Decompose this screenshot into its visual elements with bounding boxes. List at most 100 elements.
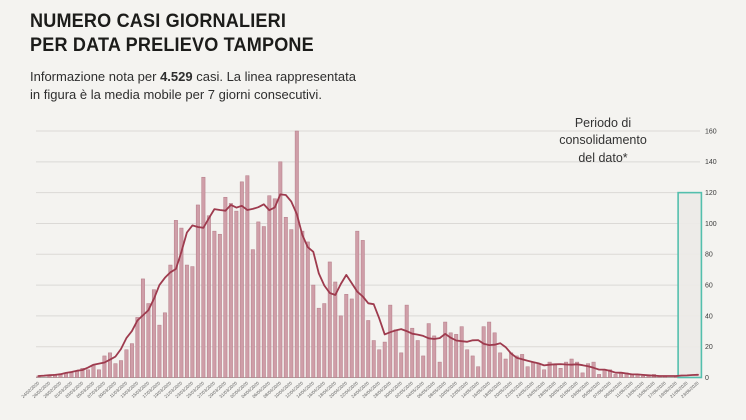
daily-cases-bar bbox=[228, 203, 233, 378]
daily-cases-bar bbox=[261, 226, 266, 378]
title-line-1: NUMERO CASI GIORNALIERI bbox=[30, 11, 287, 32]
page-title: NUMERO CASI GIORNALIERI PER DATA PRELIEV… bbox=[30, 10, 348, 59]
daily-cases-bar bbox=[278, 161, 283, 378]
chart-subtitle: Informazione nota per 4.529 casi. La lin… bbox=[30, 68, 365, 106]
daily-cases-bar bbox=[459, 326, 464, 378]
daily-cases-bar bbox=[355, 230, 360, 378]
bars-group bbox=[36, 130, 700, 378]
y-tick-label: 140 bbox=[705, 159, 717, 166]
daily-cases-bar bbox=[333, 281, 338, 378]
daily-cases-bar bbox=[591, 361, 596, 378]
daily-cases-bar bbox=[470, 355, 475, 378]
daily-cases-bar bbox=[250, 249, 255, 378]
daily-cases-bar bbox=[344, 294, 349, 378]
daily-cases-bar bbox=[234, 210, 239, 378]
daily-cases-bar bbox=[426, 323, 431, 378]
daily-cases-bar bbox=[322, 303, 327, 378]
consolidation-note-line-1: Periodo di bbox=[574, 116, 632, 130]
daily-cases-bar bbox=[151, 289, 156, 378]
daily-cases-bar bbox=[393, 329, 398, 378]
daily-cases-bar bbox=[487, 321, 492, 378]
daily-cases-bar bbox=[256, 221, 261, 378]
known-cases-total: 4.529 bbox=[160, 68, 193, 84]
subtitle-suffix: casi. La linea rappresentata in figura è… bbox=[30, 68, 356, 103]
daily-cases-bar bbox=[415, 340, 420, 378]
daily-cases-bar bbox=[201, 176, 206, 378]
daily-cases-bar bbox=[465, 349, 470, 378]
daily-cases-bar bbox=[118, 360, 123, 378]
daily-cases-bar bbox=[404, 304, 409, 378]
y-tick-label: 160 bbox=[705, 128, 717, 135]
daily-cases-bar bbox=[509, 352, 514, 378]
daily-cases-bar bbox=[124, 349, 129, 378]
subtitle-prefix: Informazione nota per bbox=[30, 68, 161, 84]
daily-cases-bar bbox=[437, 361, 442, 378]
y-tick-label: 100 bbox=[705, 221, 717, 228]
daily-cases-bar bbox=[366, 320, 371, 378]
y-tick-label: 0 bbox=[705, 375, 709, 382]
daily-cases-bar bbox=[536, 363, 541, 378]
daily-cases-bar bbox=[195, 204, 200, 378]
daily-cases-bar bbox=[525, 366, 530, 378]
daily-cases-bar bbox=[80, 368, 85, 378]
daily-cases-bar bbox=[168, 264, 173, 378]
daily-cases-bar bbox=[327, 261, 332, 378]
daily-cases-bar bbox=[217, 233, 222, 378]
daily-cases-bar bbox=[448, 332, 453, 378]
daily-cases-bar bbox=[245, 175, 250, 378]
y-axis-labels: 0 20 40 60 80 100 120 140 160 bbox=[705, 128, 717, 382]
daily-cases-bar bbox=[190, 266, 195, 378]
consolidation-note-line-2: consolidamento bbox=[559, 133, 647, 148]
daily-cases-bar bbox=[580, 372, 585, 378]
daily-cases-bar bbox=[641, 375, 645, 378]
daily-cases-bar bbox=[162, 312, 167, 378]
daily-cases-bar bbox=[360, 240, 365, 378]
daily-cases-bar bbox=[239, 181, 244, 378]
daily-cases-bar bbox=[602, 369, 607, 378]
daily-cases-bar bbox=[443, 321, 448, 378]
daily-cases-bar bbox=[316, 307, 321, 378]
daily-cases-bar bbox=[558, 368, 563, 378]
daily-cases-bar bbox=[267, 195, 272, 378]
moving-average-line bbox=[37, 193, 699, 377]
daily-cases-bar bbox=[294, 130, 299, 378]
y-tick-label: 20 bbox=[705, 344, 713, 351]
daily-cases-bar bbox=[179, 227, 184, 378]
daily-cases-bar bbox=[542, 369, 547, 378]
daily-cases-bar bbox=[492, 332, 497, 378]
daily-cases-bar bbox=[91, 364, 96, 378]
title-line-2: PER DATA PRELIEVO TAMPONE bbox=[30, 35, 314, 57]
daily-cases-bar bbox=[338, 315, 343, 378]
daily-cases-bar bbox=[157, 324, 162, 378]
daily-cases-bar bbox=[476, 366, 481, 378]
daily-cases-bar bbox=[146, 303, 151, 378]
daily-cases-bar bbox=[311, 284, 316, 378]
daily-cases-bar bbox=[421, 355, 426, 378]
daily-cases-bar bbox=[481, 326, 486, 378]
daily-cases-bar bbox=[305, 241, 310, 378]
daily-cases-bar bbox=[613, 374, 618, 378]
x-axis-labels: 24/02/202026/02/202028/02/202001/03/2020… bbox=[20, 380, 700, 399]
daily-cases-bar bbox=[432, 335, 437, 378]
y-tick-label: 120 bbox=[705, 190, 717, 197]
daily-cases-bar bbox=[547, 361, 552, 378]
daily-cases-bar bbox=[102, 355, 107, 378]
daily-cases-bar bbox=[107, 352, 112, 378]
consolidation-period-box bbox=[677, 191, 703, 379]
daily-cases-bar bbox=[371, 340, 376, 378]
daily-cases-bar bbox=[86, 369, 90, 378]
daily-cases-bar bbox=[140, 278, 145, 378]
daily-cases-bar bbox=[382, 341, 387, 378]
daily-cases-bar bbox=[289, 229, 294, 378]
y-tick-label: 60 bbox=[705, 282, 713, 289]
daily-cases-bar bbox=[553, 364, 558, 378]
daily-cases-bar bbox=[410, 327, 415, 378]
daily-cases-bar bbox=[564, 361, 569, 378]
daily-cases-bar bbox=[531, 361, 536, 378]
daily-cases-bar bbox=[608, 369, 613, 378]
daily-cases-bar bbox=[113, 363, 118, 378]
daily-cases-bar bbox=[75, 371, 79, 378]
daily-cases-bar bbox=[569, 358, 574, 378]
daily-cases-bar bbox=[223, 196, 228, 378]
daily-cases-bar bbox=[272, 198, 277, 378]
